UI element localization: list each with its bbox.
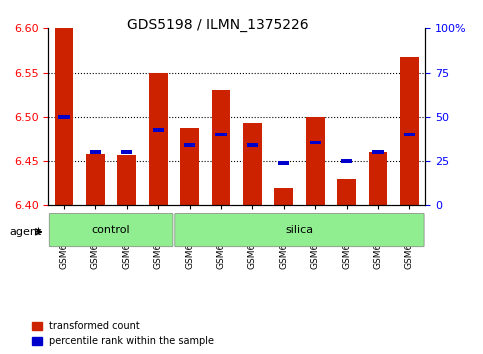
- Bar: [237, 28, 268, 205]
- Bar: [48, 28, 80, 205]
- Bar: [337, 179, 356, 205]
- Bar: [55, 28, 73, 205]
- Bar: [111, 28, 142, 205]
- Bar: [153, 128, 164, 132]
- Bar: [341, 159, 352, 163]
- Bar: [268, 28, 299, 205]
- Bar: [369, 152, 387, 205]
- Bar: [331, 28, 362, 205]
- Bar: [299, 28, 331, 205]
- Bar: [121, 150, 132, 154]
- Bar: [58, 115, 70, 119]
- Bar: [310, 141, 321, 144]
- FancyBboxPatch shape: [175, 213, 424, 247]
- FancyBboxPatch shape: [49, 213, 173, 247]
- Bar: [90, 150, 101, 154]
- Text: control: control: [92, 225, 130, 235]
- Bar: [372, 150, 384, 154]
- Bar: [404, 133, 415, 136]
- Bar: [394, 28, 425, 205]
- Bar: [149, 73, 168, 205]
- Bar: [184, 143, 195, 147]
- Text: GDS5198 / ILMN_1375226: GDS5198 / ILMN_1375226: [127, 18, 308, 32]
- Bar: [243, 123, 262, 205]
- Bar: [362, 28, 394, 205]
- Bar: [274, 188, 293, 205]
- Bar: [80, 28, 111, 205]
- Bar: [247, 143, 258, 147]
- Text: agent: agent: [10, 227, 42, 237]
- Bar: [215, 133, 227, 136]
- Bar: [86, 154, 105, 205]
- Bar: [174, 28, 205, 205]
- Bar: [180, 128, 199, 205]
- Bar: [212, 90, 230, 205]
- Bar: [400, 57, 419, 205]
- Bar: [306, 117, 325, 205]
- Bar: [278, 161, 289, 165]
- Legend: transformed count, percentile rank within the sample: transformed count, percentile rank withi…: [29, 319, 217, 349]
- Text: silica: silica: [285, 225, 313, 235]
- Bar: [117, 155, 136, 205]
- Bar: [205, 28, 237, 205]
- Bar: [142, 28, 174, 205]
